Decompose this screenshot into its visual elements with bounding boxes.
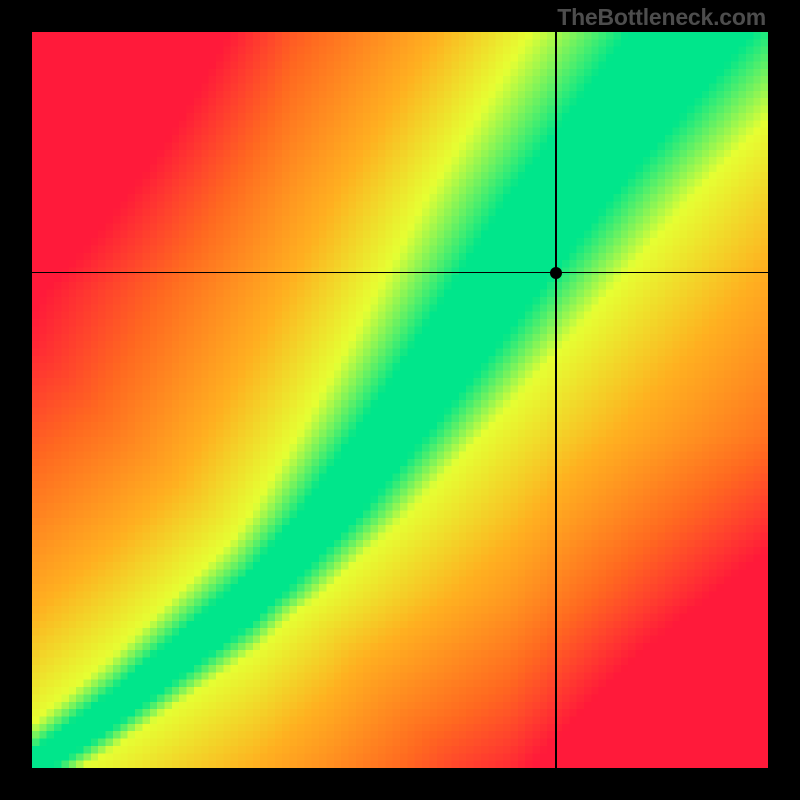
watermark-text: TheBottleneck.com: [557, 4, 766, 31]
crosshair-vertical-line: [555, 32, 556, 768]
bottleneck-heatmap: [32, 32, 768, 768]
crosshair-marker-dot: [550, 267, 562, 279]
crosshair-horizontal-line: [32, 272, 768, 273]
